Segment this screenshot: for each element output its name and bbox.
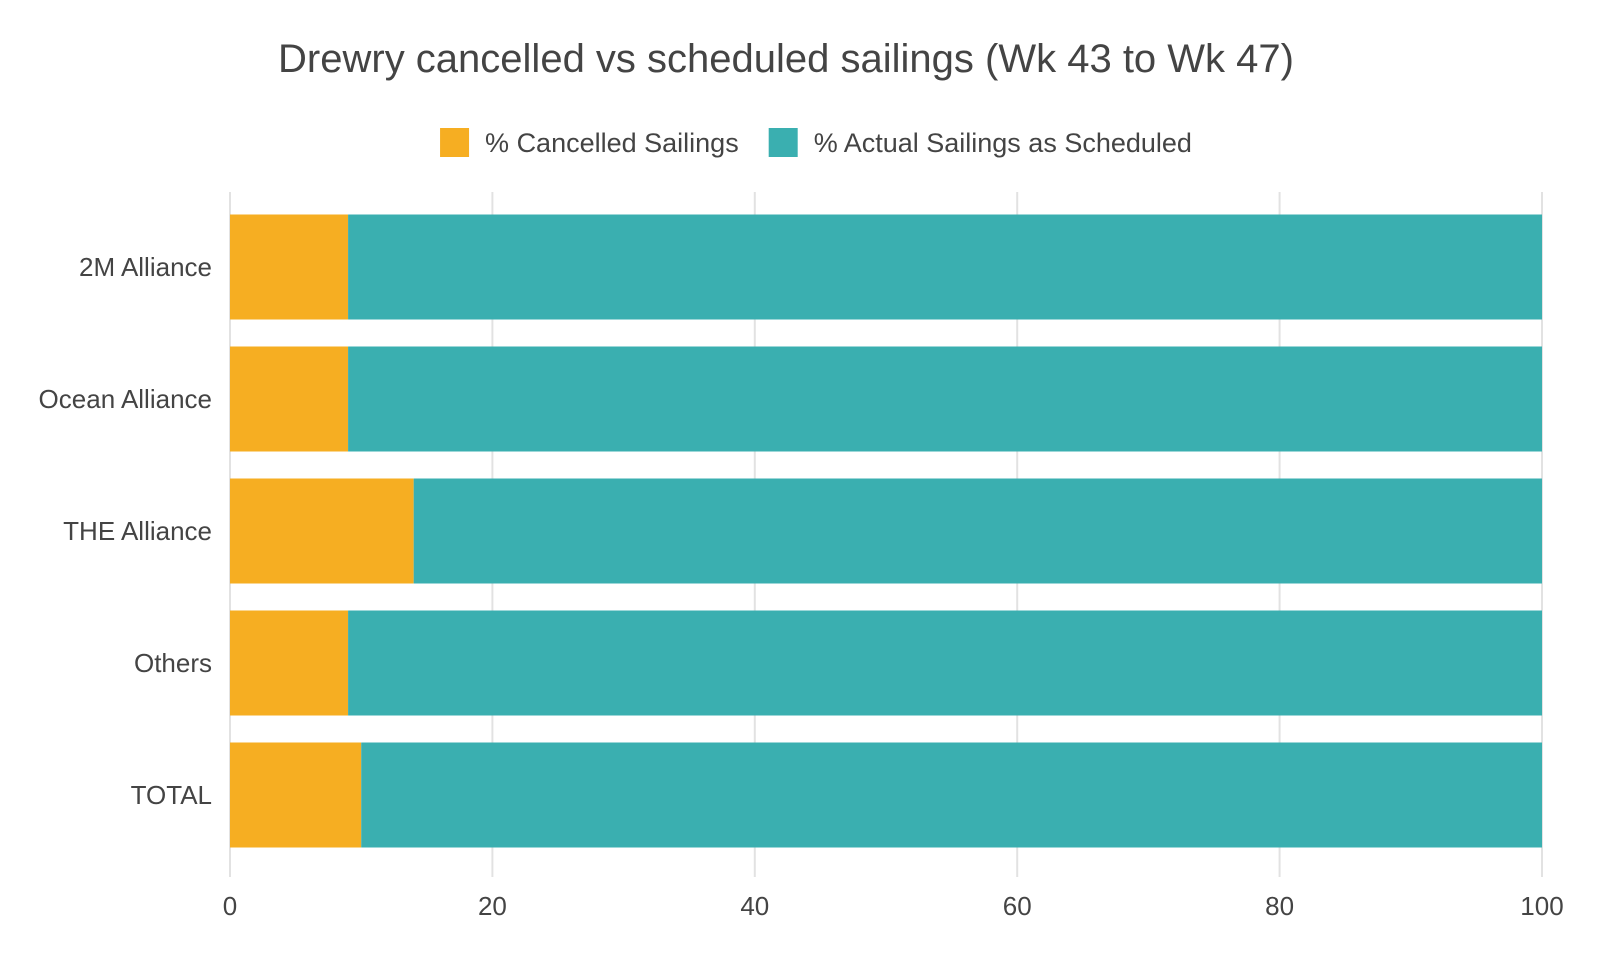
x-tick-label: 60 bbox=[1003, 891, 1032, 921]
bar-ocean-alliance-series-1 bbox=[348, 346, 1543, 452]
bar-2m-alliance-series-0 bbox=[230, 214, 349, 320]
category-label: TOTAL bbox=[131, 780, 212, 810]
bars bbox=[230, 214, 1543, 848]
bar-ocean-alliance-series-0 bbox=[230, 346, 349, 452]
bar-others-series-1 bbox=[348, 610, 1543, 716]
category-label: Ocean Alliance bbox=[39, 384, 212, 414]
legend-swatch bbox=[440, 128, 470, 157]
category-label: 2M Alliance bbox=[79, 252, 212, 282]
bar-total-series-1 bbox=[361, 742, 1543, 848]
legend: % Cancelled Sailings % Actual Sailings as… bbox=[440, 128, 1192, 158]
legend-label: % Actual Sailings as Scheduled bbox=[814, 128, 1192, 158]
x-tick-label: 20 bbox=[478, 891, 507, 921]
x-axis-ticks: 0 20 40 60 80 100 bbox=[223, 891, 1564, 921]
chart-title: Drewry cancelled vs scheduled sailings (… bbox=[278, 37, 1294, 81]
category-labels: 2M Alliance Ocean Alliance THE Alliance Oth… bbox=[39, 252, 212, 810]
bar-others-series-0 bbox=[230, 610, 349, 716]
bar-the-alliance-series-1 bbox=[413, 478, 1543, 584]
x-tick-label: 80 bbox=[1265, 891, 1294, 921]
legend-item-1: % Actual Sailings as Scheduled bbox=[768, 128, 1192, 158]
x-tick-label: 0 bbox=[223, 891, 237, 921]
category-label: THE Alliance bbox=[63, 516, 212, 546]
x-tick-label: 40 bbox=[740, 891, 769, 921]
legend-swatch bbox=[768, 128, 798, 157]
bar-2m-alliance-series-1 bbox=[348, 214, 1543, 320]
legend-label: % Cancelled Sailings bbox=[485, 128, 739, 158]
legend-item-0: % Cancelled Sailings bbox=[440, 128, 739, 158]
x-tick-label: 100 bbox=[1520, 891, 1563, 921]
bar-total-series-0 bbox=[230, 742, 362, 848]
category-label: Others bbox=[134, 648, 212, 678]
bar-the-alliance-series-0 bbox=[230, 478, 414, 584]
